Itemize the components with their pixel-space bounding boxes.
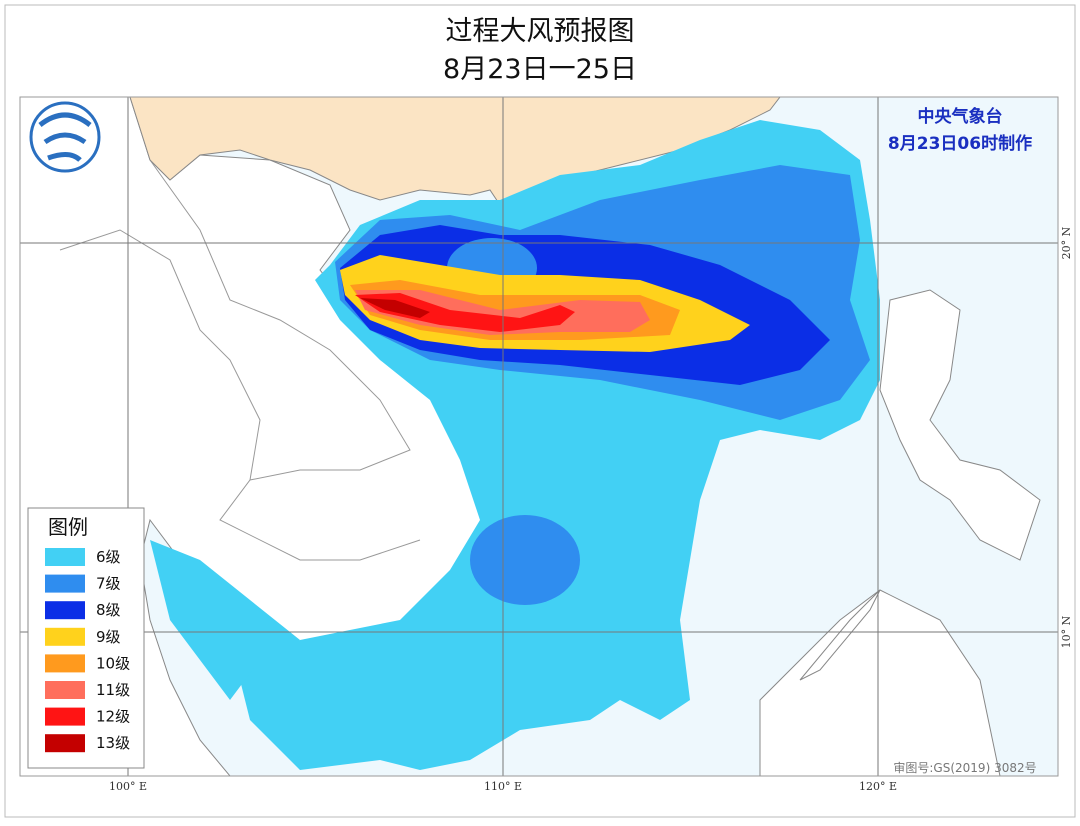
agency-name: 中央气象台 bbox=[918, 106, 1003, 127]
map-frame bbox=[19, 96, 1059, 777]
legend-swatch bbox=[45, 734, 85, 753]
map-subtitle: 8月23日一25日 bbox=[443, 54, 637, 85]
philippines bbox=[879, 289, 1041, 561]
legend-title: 图例 bbox=[48, 515, 88, 539]
legend-label: 9级 bbox=[96, 628, 121, 646]
logo bbox=[29, 101, 101, 173]
legend-label: 10级 bbox=[96, 654, 130, 672]
map-title: 过程大风预报图 bbox=[446, 16, 635, 47]
legend-swatch bbox=[45, 707, 85, 726]
border-line bbox=[59, 229, 261, 481]
wind-zone bbox=[360, 298, 430, 318]
legend-label: 13级 bbox=[96, 734, 130, 752]
legend-swatch bbox=[45, 548, 85, 566]
latitude-label: 20° N bbox=[1060, 226, 1073, 259]
legend-label: 11级 bbox=[96, 681, 130, 699]
borneo bbox=[759, 589, 1001, 776]
legend-label: 6级 bbox=[96, 548, 121, 566]
wind-zone bbox=[355, 293, 575, 332]
longitude-label: 100° E bbox=[109, 780, 147, 793]
legend-swatch bbox=[45, 681, 85, 699]
legend: 图例 6级 7级 8级 9级 10级 11级 12级 13级 bbox=[27, 507, 145, 769]
legend-swatch bbox=[45, 627, 85, 646]
legend-label: 7级 bbox=[96, 575, 121, 593]
legend-swatch bbox=[45, 574, 85, 593]
legend-swatch bbox=[45, 654, 85, 673]
legend-label: 8级 bbox=[96, 601, 121, 619]
latitude-label: 10° N bbox=[1060, 615, 1073, 648]
legend-swatch bbox=[45, 601, 85, 620]
legend-label: 12级 bbox=[96, 708, 130, 726]
issue-time: 8月23日06时制作 bbox=[888, 133, 1032, 154]
longitude-label: 120° E bbox=[859, 780, 897, 793]
map-area bbox=[20, 97, 1058, 776]
longitude-label: 110° E bbox=[484, 780, 522, 793]
approval-number: 审图号:GS(2019) 3082号 bbox=[893, 760, 1036, 775]
palawan bbox=[799, 589, 881, 681]
wind-zone bbox=[470, 515, 580, 605]
wind-zone bbox=[150, 540, 300, 700]
border-line bbox=[149, 159, 421, 561]
